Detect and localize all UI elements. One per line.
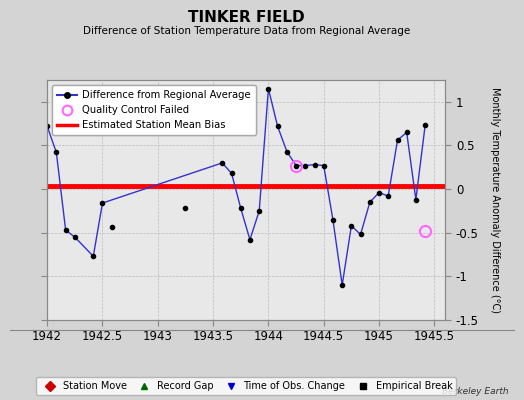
Text: TINKER FIELD: TINKER FIELD <box>188 10 304 25</box>
Legend: Difference from Regional Average, Quality Control Failed, Estimated Station Mean: Difference from Regional Average, Qualit… <box>52 85 256 135</box>
Legend: Station Move, Record Gap, Time of Obs. Change, Empirical Break: Station Move, Record Gap, Time of Obs. C… <box>36 377 456 395</box>
Y-axis label: Monthly Temperature Anomaly Difference (°C): Monthly Temperature Anomaly Difference (… <box>490 87 500 313</box>
Text: Difference of Station Temperature Data from Regional Average: Difference of Station Temperature Data f… <box>83 26 410 36</box>
Text: Berkeley Earth: Berkeley Earth <box>442 387 508 396</box>
